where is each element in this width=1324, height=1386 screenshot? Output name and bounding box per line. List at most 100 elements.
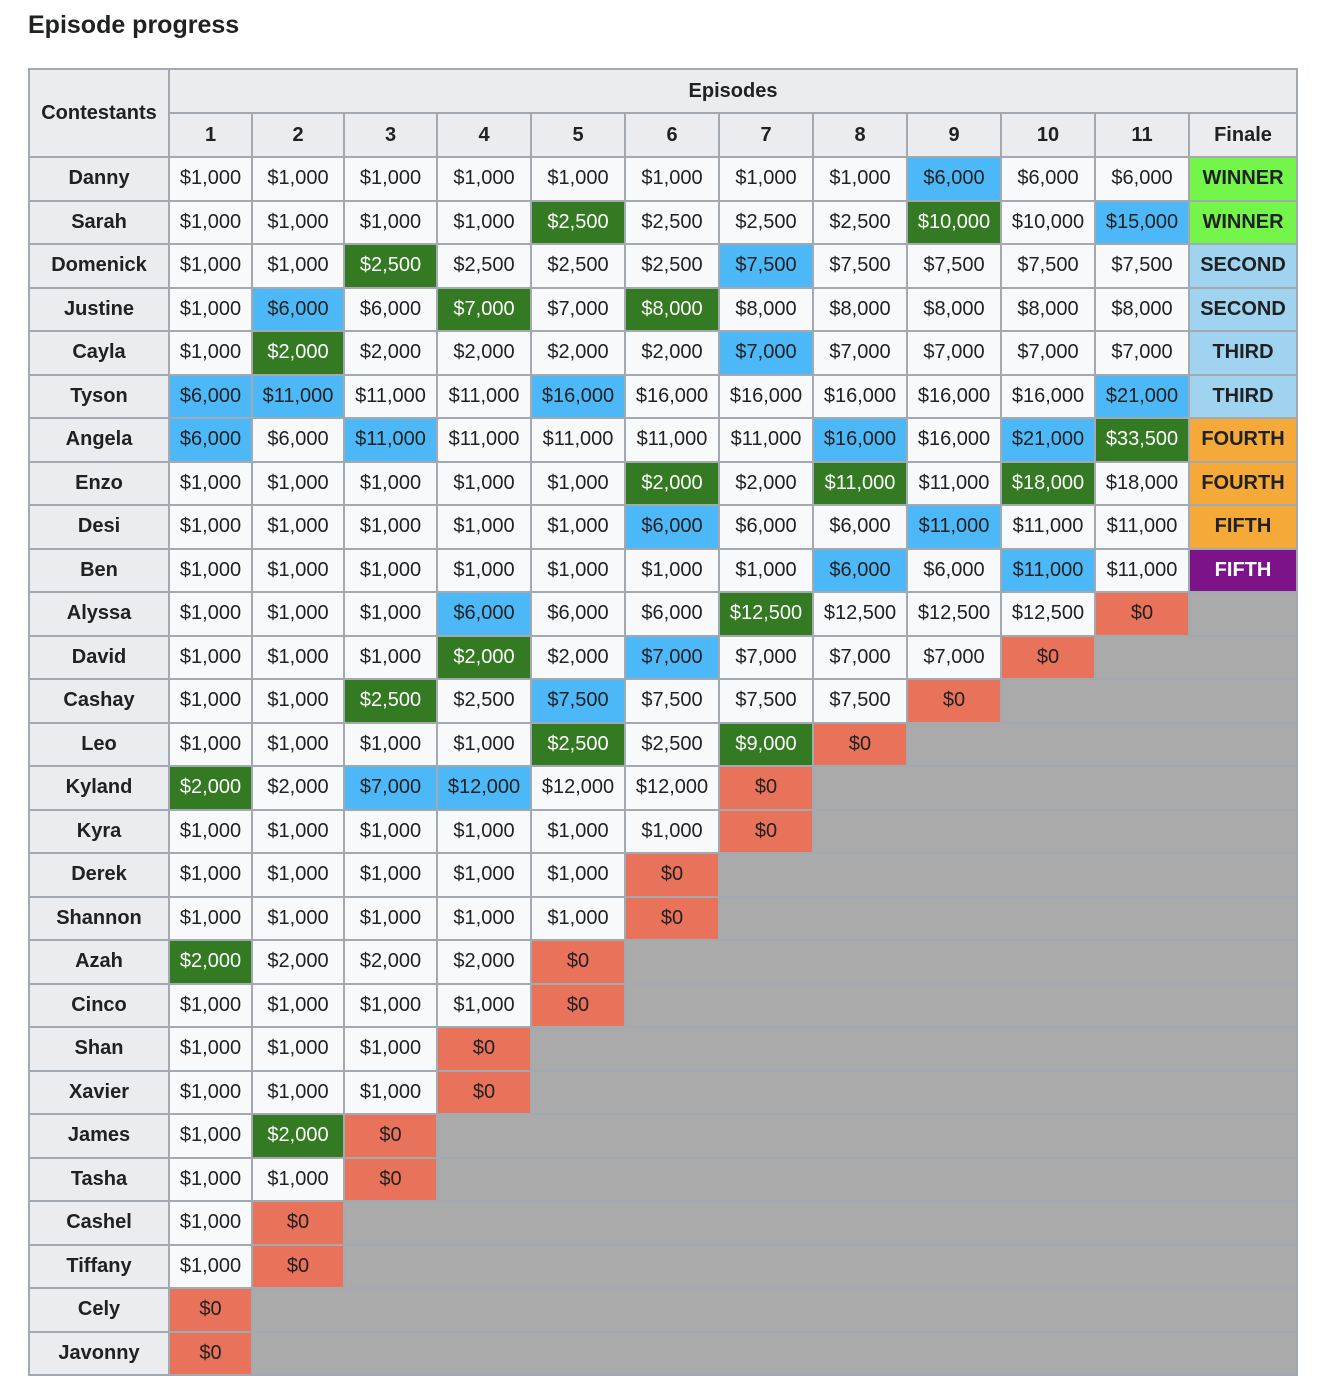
episode-cell: $6,000	[624, 504, 720, 550]
episode-cell: $6,000	[1094, 156, 1190, 202]
table-row: Sarah $1,000 $1,000 $1,000 $1,000 $2,500 $2,50…	[28, 199, 1298, 245]
finale-result: FIFTH	[1188, 547, 1298, 593]
episode-cell: $7,000	[718, 330, 814, 376]
episode-cell: $1,000	[251, 808, 345, 854]
episode-cell: $1,000	[168, 852, 253, 898]
out-of-game-filler	[343, 1243, 1298, 1289]
episode-cell: $1,000	[168, 634, 253, 680]
episode-cell: $1,000	[530, 156, 626, 202]
table-row: Cely $0	[28, 1287, 1298, 1333]
episode-cell: $1,000	[251, 1156, 345, 1202]
episode-cell: $2,000	[343, 330, 438, 376]
episode-cell: $1,000	[436, 852, 532, 898]
table-row: Kyland $2,000 $2,000 $7,000 $12,000 $12,000 $1…	[28, 765, 1298, 811]
episode-cell: $1,000	[343, 591, 438, 637]
out-of-game-filler	[1188, 591, 1298, 637]
episode-cell: $11,000	[251, 373, 345, 419]
table-row: Tyson $6,000 $11,000 $11,000 $11,000 $16,000 $…	[28, 373, 1298, 419]
episode-number-header: 4	[436, 112, 532, 158]
episode-cell: $1,000	[251, 243, 345, 289]
episode-cell: $18,000	[1000, 460, 1096, 506]
episode-cell: $11,000	[906, 504, 1002, 550]
episode-cell: $7,000	[812, 330, 908, 376]
episode-cell: $2,000	[343, 939, 438, 985]
episode-cell: $16,000	[906, 373, 1002, 419]
out-of-game-filler	[812, 765, 1298, 811]
episode-cell: $2,000	[436, 939, 532, 985]
eliminated-cell: $0	[718, 808, 814, 854]
episode-cell: $1,000	[436, 547, 532, 593]
contestants-header: Contestants	[28, 68, 170, 158]
episode-cell: $1,000	[436, 460, 532, 506]
episode-cell: $7,000	[343, 765, 438, 811]
episode-cell: $11,000	[812, 460, 908, 506]
episode-cell: $1,000	[343, 982, 438, 1028]
episode-number-header: 9	[906, 112, 1002, 158]
episodes-header: Episodes	[168, 68, 1298, 114]
episode-cell: $7,000	[530, 286, 626, 332]
episode-cell: $2,000	[251, 1113, 345, 1159]
out-of-game-filler	[718, 852, 1298, 898]
finale-result: WINNER	[1188, 199, 1298, 245]
episode-cell: $12,000	[436, 765, 532, 811]
contestant-name: Tasha	[28, 1156, 170, 1202]
episode-cell: $11,000	[718, 417, 814, 463]
eliminated-cell: $0	[251, 1200, 345, 1246]
episode-cell: $1,000	[343, 721, 438, 767]
episode-cell: $6,000	[906, 156, 1002, 202]
episode-cell: $16,000	[1000, 373, 1096, 419]
eliminated-cell: $0	[168, 1330, 253, 1376]
table-row: Javonny $0	[28, 1330, 1298, 1376]
episode-cell: $10,000	[906, 199, 1002, 245]
contestant-name: Azah	[28, 939, 170, 985]
episode-cell: $6,000	[624, 591, 720, 637]
episode-progress-table: Contestants Episodes 1 2 3 4 5 6 7 8 9 10 11 Finale…	[28, 68, 1298, 1376]
episode-cell: $21,000	[1000, 417, 1096, 463]
episode-cell: $1,000	[624, 547, 720, 593]
episode-cell: $16,000	[906, 417, 1002, 463]
episode-cell: $1,000	[251, 591, 345, 637]
episode-cell: $1,000	[343, 504, 438, 550]
episode-cell: $7,500	[1094, 243, 1190, 289]
episode-cell: $7,500	[906, 243, 1002, 289]
episode-cell: $16,000	[812, 373, 908, 419]
table-row: Desi $1,000 $1,000 $1,000 $1,000 $1,000 $6,000…	[28, 504, 1298, 550]
episode-cell: $1,000	[168, 460, 253, 506]
episode-cell: $11,000	[906, 460, 1002, 506]
episode-cell: $1,000	[436, 808, 532, 854]
episode-cell: $1,000	[251, 852, 345, 898]
episode-cell: $2,000	[624, 460, 720, 506]
episode-cell: $2,000	[251, 330, 345, 376]
episode-cell: $11,000	[530, 417, 626, 463]
finale-result: FOURTH	[1188, 417, 1298, 463]
out-of-game-filler	[624, 939, 1298, 985]
episode-cell: $1,000	[168, 286, 253, 332]
out-of-game-filler	[530, 1026, 1298, 1072]
episode-cell: $33,500	[1094, 417, 1190, 463]
contestant-name: Desi	[28, 504, 170, 550]
episode-cell: $11,000	[1000, 547, 1096, 593]
table-row: Azah $2,000 $2,000 $2,000 $2,000 $0	[28, 939, 1298, 985]
episode-cell: $1,000	[343, 1069, 438, 1115]
episode-cell: $1,000	[436, 721, 532, 767]
contestant-name: Ben	[28, 547, 170, 593]
episode-cell: $1,000	[168, 504, 253, 550]
episode-cell: $1,000	[436, 504, 532, 550]
episode-cell: $1,000	[530, 460, 626, 506]
episode-cell: $1,000	[251, 634, 345, 680]
out-of-game-filler	[812, 808, 1298, 854]
episode-cell: $1,000	[251, 504, 345, 550]
episode-cell: $12,000	[624, 765, 720, 811]
episode-cell: $6,000	[343, 286, 438, 332]
eliminated-cell: $0	[906, 678, 1002, 724]
table-row: Xavier $1,000 $1,000 $1,000 $0	[28, 1069, 1298, 1115]
contestant-name: Leo	[28, 721, 170, 767]
episode-cell: $15,000	[1094, 199, 1190, 245]
out-of-game-filler	[1000, 678, 1298, 724]
table-row: Tiffany $1,000 $0	[28, 1243, 1298, 1289]
episode-number-header: 2	[251, 112, 345, 158]
episode-cell: $8,000	[906, 286, 1002, 332]
out-of-game-filler	[436, 1113, 1298, 1159]
out-of-game-filler	[251, 1287, 1298, 1333]
episode-cell: $1,000	[530, 808, 626, 854]
